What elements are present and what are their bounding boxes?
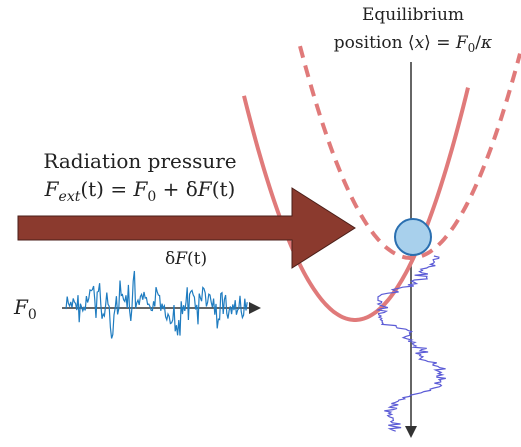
formula-part: + δ <box>156 177 198 201</box>
position-noise <box>375 255 446 432</box>
formula-part: / <box>475 33 481 53</box>
formula-part: 0 <box>147 189 156 205</box>
formula-part: F <box>132 177 148 201</box>
equilibrium-formula: position ⟨x⟩ = F0/κ <box>334 33 492 55</box>
formula-part: F <box>44 177 60 201</box>
formula-part: ⟩ = <box>424 33 456 53</box>
radiation-title: Radiation pressure <box>43 149 236 173</box>
noise-label: δF(t) <box>165 249 207 269</box>
force-arrow <box>17 187 356 269</box>
f0-label: F0 <box>13 295 37 323</box>
formula-part: 0 <box>28 307 37 323</box>
shifted-potential <box>298 45 521 260</box>
formula-part: x <box>415 33 425 53</box>
formula-part: F <box>197 177 213 201</box>
formula-part: position ⟨ <box>334 33 415 53</box>
formula-part: 0 <box>468 41 476 55</box>
equilibrium-title: Equilibrium <box>362 5 464 25</box>
formula-part: F <box>174 249 188 269</box>
formula-part: ext <box>59 189 81 205</box>
formula-part: δ <box>165 249 175 269</box>
force-noise <box>65 270 248 339</box>
formula-part: (t) <box>212 177 236 201</box>
formula-part: F <box>455 33 469 53</box>
formula-part: (t) = <box>80 177 133 201</box>
formula-part: κ <box>480 33 492 53</box>
radiation-formula: Fext(t) = F0 + δF(t) <box>44 177 236 205</box>
formula-part: (t) <box>187 249 207 269</box>
formula-part: F <box>13 295 29 319</box>
particle <box>394 218 432 256</box>
